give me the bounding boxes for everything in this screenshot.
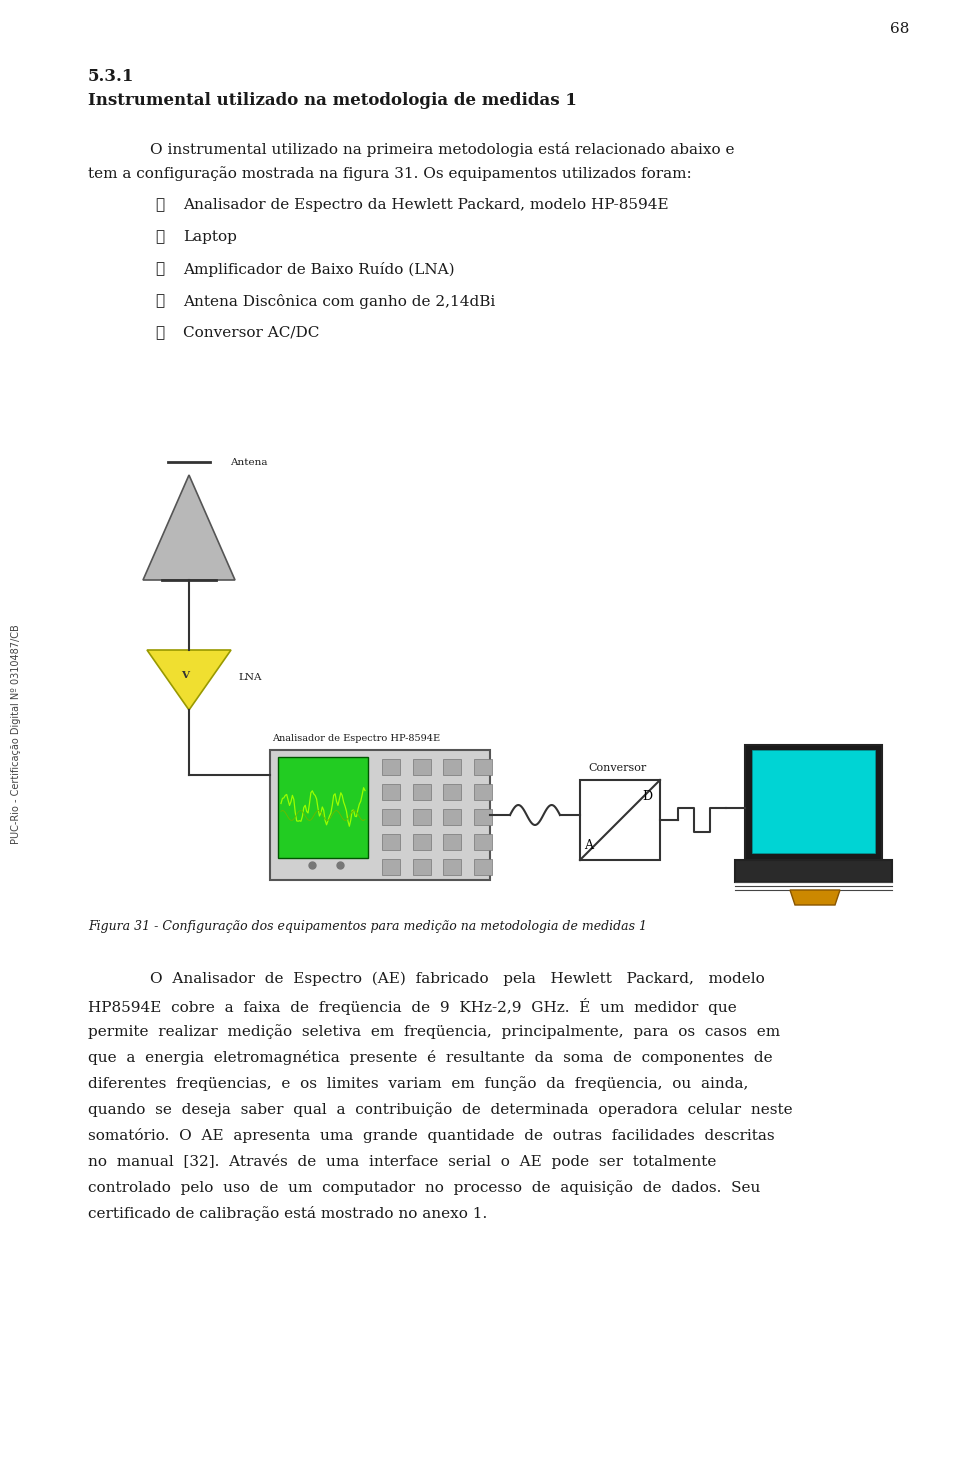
Polygon shape [382,834,400,850]
Text: quando  se  deseja  saber  qual  a  contribuição  de  determinada  operadora  ce: quando se deseja saber qual a contribuiç… [88,1102,793,1117]
Text: Analisador de Espectro da Hewlett Packard, modelo HP-8594E: Analisador de Espectro da Hewlett Packar… [183,198,668,211]
Text: Analisador de Espectro HP-8594E: Analisador de Espectro HP-8594E [272,734,440,743]
Polygon shape [473,759,492,775]
Polygon shape [444,859,461,875]
Polygon shape [382,809,400,825]
Text: O  Analisador  de  Espectro  (AE)  fabricado   pela   Hewlett   Packard,   model: O Analisador de Espectro (AE) fabricado … [150,972,765,986]
Polygon shape [382,859,400,875]
Text: tem a configuração mostrada na figura 31. Os equipamentos utilizados foram:: tem a configuração mostrada na figura 31… [88,166,692,181]
Text: permite  realizar  medição  seletiva  em  freqüencia,  principalmente,  para  os: permite realizar medição seletiva em fre… [88,1025,780,1039]
Text: O instrumental utilizado na primeira metodologia está relacionado abaixo e: O instrumental utilizado na primeira met… [150,142,734,157]
Text: Conversor AC/DC: Conversor AC/DC [183,326,320,341]
Polygon shape [752,750,875,853]
Polygon shape [473,784,492,800]
Text: LNA: LNA [238,672,261,683]
Text: ✓: ✓ [155,294,164,308]
Polygon shape [382,784,400,800]
Text: Conversor: Conversor [588,763,646,774]
Text: V: V [181,671,189,681]
Text: ✓: ✓ [155,326,164,341]
Text: Antena Discônica com ganho de 2,14dBi: Antena Discônica com ganho de 2,14dBi [183,294,495,308]
Text: ✓: ✓ [155,230,164,244]
Polygon shape [382,759,400,775]
Text: HP8594E  cobre  a  faixa  de  freqüencia  de  9  KHz-2,9  GHz.  É  um  medidor  : HP8594E cobre a faixa de freqüencia de 9… [88,998,736,1014]
Polygon shape [413,784,431,800]
Polygon shape [473,834,492,850]
Text: A: A [584,840,593,851]
Polygon shape [580,780,660,860]
Text: ✓: ✓ [155,261,164,276]
Polygon shape [444,809,461,825]
Polygon shape [413,809,431,825]
Text: Amplificador de Baixo Ruído (LNA): Amplificador de Baixo Ruído (LNA) [183,261,455,277]
Polygon shape [413,859,431,875]
Polygon shape [270,750,490,879]
Text: PUC-Rio - Certificação Digital Nº 0310487/CB: PUC-Rio - Certificação Digital Nº 031048… [11,624,21,844]
Polygon shape [473,809,492,825]
Text: ✓: ✓ [155,198,164,211]
Text: Laptop: Laptop [183,230,237,244]
Polygon shape [147,650,231,711]
Polygon shape [473,859,492,875]
Text: Antena: Antena [230,458,268,467]
Text: que  a  energia  eletromagnética  presente  é  resultante  da  soma  de  compone: que a energia eletromagnética presente é… [88,1050,773,1064]
Text: 68: 68 [890,22,909,37]
Polygon shape [413,834,431,850]
Text: no  manual  [32].  Através  de  uma  interface  serial  o  AE  pode  ser  totalm: no manual [32]. Através de uma interface… [88,1154,716,1169]
Text: Instrumental utilizado na metodologia de medidas 1: Instrumental utilizado na metodologia de… [88,92,577,109]
Polygon shape [413,759,431,775]
Polygon shape [745,744,882,860]
Text: diferentes  freqüencias,  e  os  limites  variam  em  função  da  freqüencia,  o: diferentes freqüencias, e os limites var… [88,1076,749,1091]
Text: D: D [642,790,652,803]
Text: 5.3.1: 5.3.1 [88,68,134,85]
Polygon shape [790,890,840,904]
Text: controlado  pelo  uso  de  um  computador  no  processo  de  aquisição  de  dado: controlado pelo uso de um computador no … [88,1180,760,1195]
Polygon shape [444,784,461,800]
Polygon shape [444,834,461,850]
Text: Figura 31 - Configuração dos equipamentos para medição na metodologia de medidas: Figura 31 - Configuração dos equipamento… [88,920,647,934]
Polygon shape [143,476,235,580]
Text: certificado de calibração está mostrado no anexo 1.: certificado de calibração está mostrado … [88,1207,488,1221]
Polygon shape [278,757,368,857]
Polygon shape [444,759,461,775]
Text: somatório.  O  AE  apresenta  uma  grande  quantidade  de  outras  facilidades  : somatório. O AE apresenta uma grande qua… [88,1127,775,1144]
Polygon shape [735,860,892,882]
